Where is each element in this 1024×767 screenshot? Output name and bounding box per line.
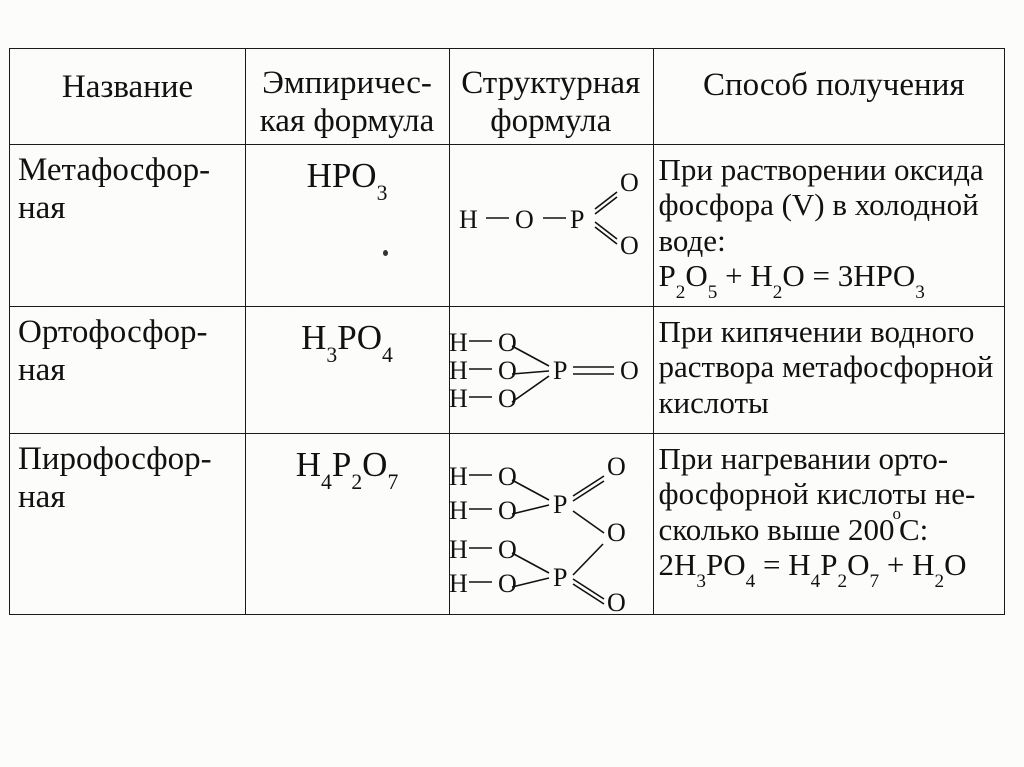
svg-text:O: O bbox=[620, 231, 639, 260]
svg-text:H: H bbox=[449, 569, 468, 598]
svg-text:O: O bbox=[607, 518, 626, 547]
svg-text:H: H bbox=[449, 535, 468, 564]
svg-text:O: O bbox=[498, 328, 517, 357]
svg-text:H: H bbox=[449, 496, 468, 525]
svg-text:H: H bbox=[449, 356, 468, 385]
svg-text:H: H bbox=[449, 384, 468, 413]
svg-text:O: O bbox=[498, 496, 517, 525]
svg-text:O: O bbox=[498, 462, 517, 491]
svg-text:O: O bbox=[515, 205, 534, 234]
svg-text:O: O bbox=[498, 569, 517, 598]
svg-text:O: O bbox=[607, 588, 626, 616]
svg-text:O: O bbox=[498, 384, 517, 413]
svg-text:O: O bbox=[620, 168, 639, 197]
svg-text:O: O bbox=[498, 356, 517, 385]
svg-text:P: P bbox=[570, 205, 584, 234]
svg-text:P: P bbox=[553, 356, 567, 385]
svg-text:O: O bbox=[498, 535, 517, 564]
svg-text:H: H bbox=[449, 328, 468, 357]
svg-text:P: P bbox=[553, 490, 567, 519]
svg-text:O: O bbox=[607, 452, 626, 481]
svg-text:H: H bbox=[459, 205, 478, 234]
svg-text:O: O bbox=[620, 356, 639, 385]
svg-text:P: P bbox=[553, 563, 567, 592]
svg-text:H: H bbox=[449, 462, 468, 491]
